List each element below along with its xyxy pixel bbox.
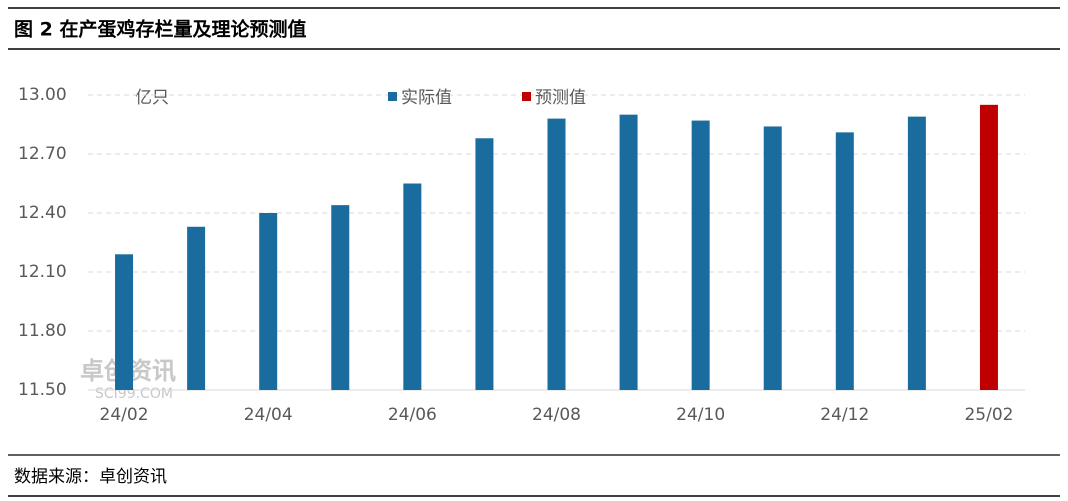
bar — [331, 205, 350, 390]
legend-label: 实际值 — [401, 88, 452, 108]
x-tick-label: 24/06 — [388, 405, 437, 425]
legend-swatch — [522, 92, 531, 101]
bar — [259, 213, 278, 390]
bar — [691, 120, 710, 391]
y-tick-label: 13.00 — [18, 85, 67, 105]
y-unit: 亿只 — [135, 88, 169, 108]
source: 数据来源：卓创资讯 — [14, 467, 167, 487]
bar — [115, 254, 134, 390]
legend-label: 预测值 — [535, 88, 586, 108]
x-tick-label: 24/12 — [820, 405, 869, 425]
bar — [835, 132, 854, 390]
y-tick-label: 12.10 — [18, 262, 67, 282]
x-tick-label: 25/02 — [964, 405, 1013, 425]
x-tick-label: 24/04 — [244, 405, 293, 425]
bar — [907, 116, 926, 390]
x-tick-label: 24/08 — [532, 405, 581, 425]
bar — [547, 118, 566, 390]
x-tick-label: 24/02 — [100, 405, 149, 425]
bar — [187, 226, 206, 390]
legend-swatch — [388, 92, 397, 101]
bar — [763, 126, 782, 390]
bar — [475, 138, 494, 390]
watermark: SCI99.COM — [95, 386, 173, 402]
bar — [619, 114, 638, 391]
y-tick-label: 11.50 — [18, 380, 67, 400]
y-tick-label: 11.80 — [18, 321, 67, 341]
y-tick-label: 12.40 — [18, 203, 67, 223]
x-tick-label: 24/10 — [676, 405, 725, 425]
y-tick-label: 12.70 — [18, 144, 67, 164]
bar — [403, 183, 422, 390]
bar — [979, 104, 998, 390]
chart-title: 图 2 在产蛋鸡存栏量及理论预测值 — [14, 18, 306, 41]
